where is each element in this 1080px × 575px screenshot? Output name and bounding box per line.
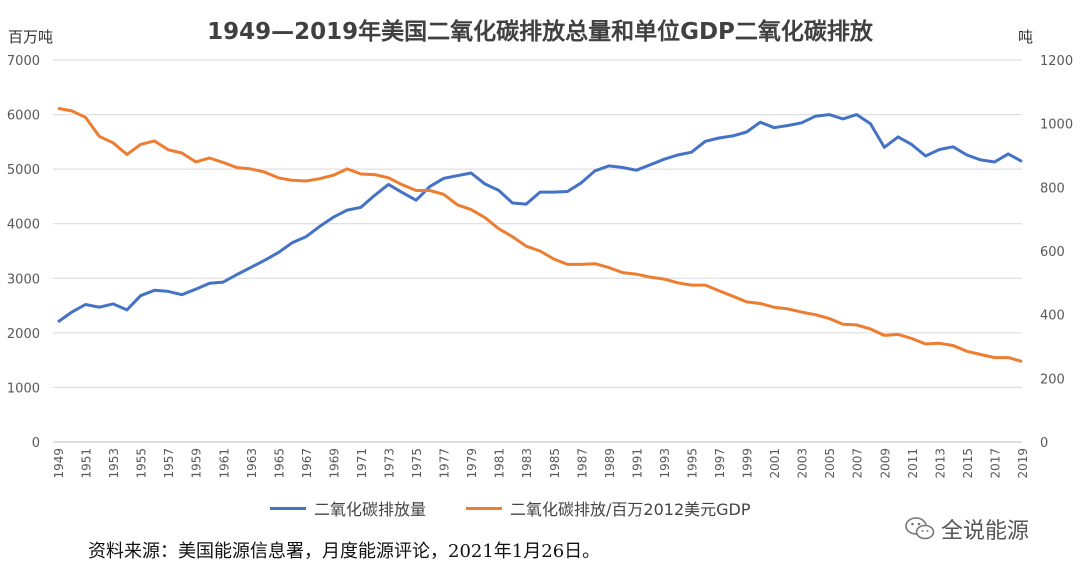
y-left-tick-label: 5000 <box>7 163 40 178</box>
x-tick-label: 1951 <box>80 448 94 479</box>
x-tick-label: 1975 <box>410 448 424 479</box>
x-tick-label: 1985 <box>548 448 562 479</box>
x-tick-label: 1993 <box>658 448 672 479</box>
y-left-tick-label: 1000 <box>7 381 40 396</box>
legend-item-intensity: 二氧化碳排放/百万2012美元GDP <box>466 496 751 520</box>
x-tick-label: 2003 <box>796 448 810 479</box>
x-tick-label: 2017 <box>988 448 1002 479</box>
x-tick-label: 1999 <box>741 448 755 479</box>
x-tick-label: 2019 <box>1016 448 1030 479</box>
y-left-tick-label: 6000 <box>7 109 40 124</box>
x-tick-label: 1957 <box>162 448 176 479</box>
legend-swatch-orange <box>466 506 503 510</box>
y-right-tick-label: 600 <box>1040 245 1065 260</box>
x-tick-label: 2013 <box>933 448 947 479</box>
x-tick-label: 2001 <box>768 448 782 479</box>
x-tick-label: 1969 <box>327 448 341 479</box>
x-tick-label: 1967 <box>300 448 314 479</box>
x-tick-label: 1991 <box>630 448 644 479</box>
x-tick-label: 1979 <box>465 448 479 479</box>
y-right-tick-label: 200 <box>1040 372 1065 387</box>
x-tick-label: 2009 <box>878 448 892 479</box>
x-tick-label: 1987 <box>575 448 589 479</box>
x-tick-label: 1949 <box>52 448 66 479</box>
x-tick-label: 2015 <box>961 448 975 479</box>
x-tick-label: 1953 <box>107 448 121 479</box>
x-tick-label: 1955 <box>135 448 149 479</box>
legend-label: 二氧化碳排放量 <box>314 500 427 519</box>
x-tick-label: 1971 <box>355 448 369 479</box>
x-tick-label: 2011 <box>906 448 920 479</box>
x-tick-label: 1965 <box>272 448 286 479</box>
wechat-icon <box>905 517 935 540</box>
series-line-emissions <box>57 113 1023 324</box>
y-left-tick-label: 4000 <box>7 218 40 233</box>
y-right-tick-label: 0 <box>1040 436 1048 451</box>
x-tick-label: 1981 <box>493 448 507 479</box>
legend: 二氧化碳排放量 二氧化碳排放/百万2012美元GDP <box>270 496 751 520</box>
x-tick-label: 2005 <box>823 448 837 479</box>
y-left-tick-label: 3000 <box>7 272 40 287</box>
x-tick-label: 1959 <box>190 448 204 479</box>
watermark-text: 全说能源 <box>941 519 1030 544</box>
x-tick-label: 1961 <box>217 448 231 479</box>
watermark: 全说能源 <box>905 513 1029 545</box>
y-right-tick-label: 800 <box>1040 181 1065 196</box>
y-right-tick-label: 400 <box>1040 309 1065 324</box>
y-left-tick-label: 2000 <box>7 327 40 342</box>
source-note: 资料来源：美国能源信息署，月度能源评论，2021年1月26日。 <box>88 541 601 562</box>
x-tick-label: 1963 <box>245 448 259 479</box>
right-axis-unit: 吨 <box>1018 28 1034 46</box>
x-tick-label: 1977 <box>438 448 452 479</box>
x-tick-label: 1995 <box>685 448 699 479</box>
x-tick-label: 2007 <box>851 448 865 479</box>
y-left-tick-label: 0 <box>32 436 40 451</box>
y-right-tick-label: 1200 <box>1040 54 1073 69</box>
legend-item-emissions: 二氧化碳排放量 <box>270 496 426 520</box>
legend-swatch-blue <box>270 506 306 510</box>
legend-label: 二氧化碳排放/百万2012美元GDP <box>510 500 751 519</box>
x-tick-label: 1983 <box>520 448 534 479</box>
x-tick-label: 1989 <box>603 448 617 479</box>
y-right-tick-label: 1000 <box>1040 118 1073 133</box>
series-line-intensity <box>57 106 1023 363</box>
x-tick-label: 1973 <box>383 448 397 479</box>
y-left-tick-label: 7000 <box>7 54 40 69</box>
chart-title: 1949—2019年美国二氧化碳排放总量和单位GDP二氧化碳排放 <box>207 19 873 45</box>
x-tick-label: 1997 <box>713 448 727 479</box>
left-axis-unit: 百万吨 <box>8 28 54 46</box>
